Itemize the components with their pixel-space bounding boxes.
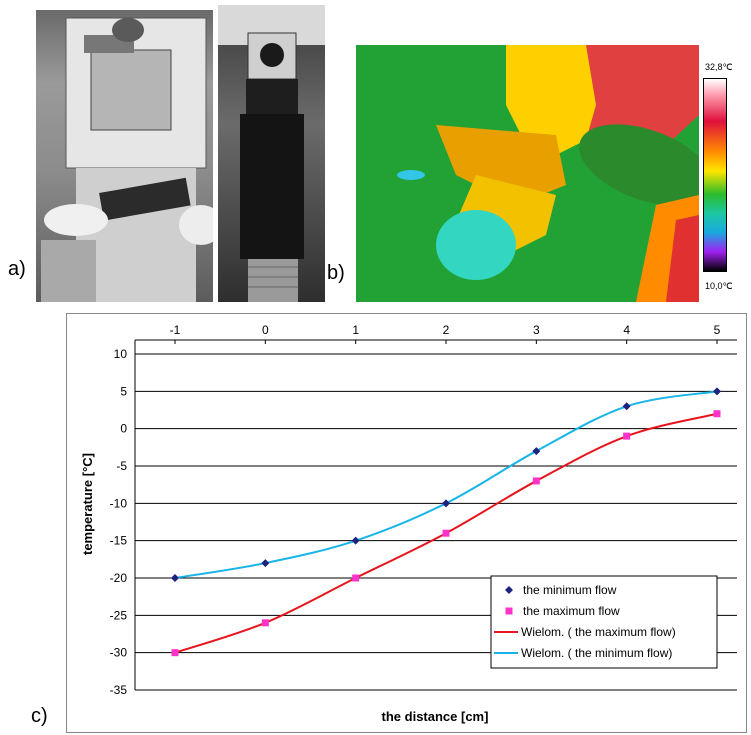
x-tick-label: 2 bbox=[443, 323, 450, 337]
panel-b-label: b) bbox=[327, 262, 345, 284]
x-tick-label: -1 bbox=[170, 323, 181, 337]
y-tick-label: -5 bbox=[116, 459, 127, 473]
x-tick-label: 3 bbox=[533, 323, 540, 337]
y-tick-label: -25 bbox=[110, 608, 128, 622]
legend-entry: the minimum flow bbox=[523, 583, 617, 597]
max-flow-point bbox=[532, 477, 540, 485]
nozzle-photo-illustration bbox=[218, 5, 325, 302]
min-flow-point bbox=[171, 574, 179, 582]
max-flow-point bbox=[442, 529, 450, 537]
x-tick-label: 0 bbox=[262, 323, 269, 337]
thermogram-illustration bbox=[356, 45, 699, 302]
y-tick-label: 5 bbox=[120, 384, 127, 398]
y-axis-title: temperature [°C] bbox=[80, 453, 95, 555]
legend-box bbox=[490, 575, 718, 669]
scale-min-label: 10,0℃ bbox=[705, 281, 733, 291]
y-tick-label: 0 bbox=[120, 422, 127, 436]
chart-frame: 10 5 0 -5 -10 -15 -20 -25 -30 -35 -1 0 1 2 3 4 5 the min… bbox=[66, 313, 747, 733]
min-flow-point bbox=[442, 499, 450, 508]
min-flow-point bbox=[532, 447, 541, 456]
x-tick-label: 4 bbox=[623, 323, 630, 337]
trend-line bbox=[174, 390, 718, 579]
min-flow-point bbox=[351, 536, 360, 545]
max-flow-point bbox=[713, 410, 721, 418]
legend-entry: Wielom. ( the minimum flow) bbox=[521, 646, 672, 660]
y-tick-label: -10 bbox=[110, 496, 128, 510]
x-tick-label: 1 bbox=[352, 323, 359, 337]
max-flow-point bbox=[352, 574, 360, 582]
y-tick-label: -20 bbox=[110, 571, 128, 585]
y-tick-label: -35 bbox=[110, 683, 128, 697]
device-photo-illustration bbox=[41, 17, 213, 302]
max-flow-point bbox=[623, 432, 631, 440]
y-tick-label: -30 bbox=[110, 646, 128, 660]
y-tick-label: 10 bbox=[114, 347, 128, 361]
legend-marker-diamond bbox=[505, 586, 513, 594]
legend-entry: the maximum flow bbox=[523, 604, 620, 618]
min-flow-point bbox=[261, 559, 270, 568]
x-tick-label: 5 bbox=[714, 323, 721, 337]
max-flow-point bbox=[261, 619, 269, 627]
min-flow-point bbox=[713, 387, 721, 396]
panel-a-label: a) bbox=[8, 258, 26, 280]
min-flow-point bbox=[622, 402, 631, 411]
y-tick-label: -15 bbox=[110, 534, 128, 548]
x-axis-title: the distance [cm] bbox=[382, 709, 489, 724]
scale-max-label: 32,8℃ bbox=[705, 62, 733, 72]
max-flow-point bbox=[171, 649, 179, 657]
panel-c-label: c) bbox=[31, 705, 48, 727]
thermogram-image bbox=[356, 45, 699, 302]
legend-entry: Wielom. ( the maximum flow) bbox=[521, 625, 676, 639]
legend-marker-square bbox=[505, 607, 513, 615]
device-photo bbox=[36, 10, 213, 302]
temperature-color-scale bbox=[703, 78, 727, 272]
nozzle-photo bbox=[218, 5, 325, 302]
